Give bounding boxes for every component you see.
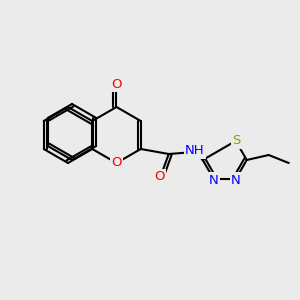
Text: O: O <box>111 77 122 91</box>
Text: N: N <box>209 174 219 187</box>
Text: N: N <box>231 174 241 187</box>
Text: O: O <box>111 157 122 169</box>
Text: NH: NH <box>185 145 205 158</box>
Text: O: O <box>154 170 165 184</box>
Text: S: S <box>232 134 241 147</box>
